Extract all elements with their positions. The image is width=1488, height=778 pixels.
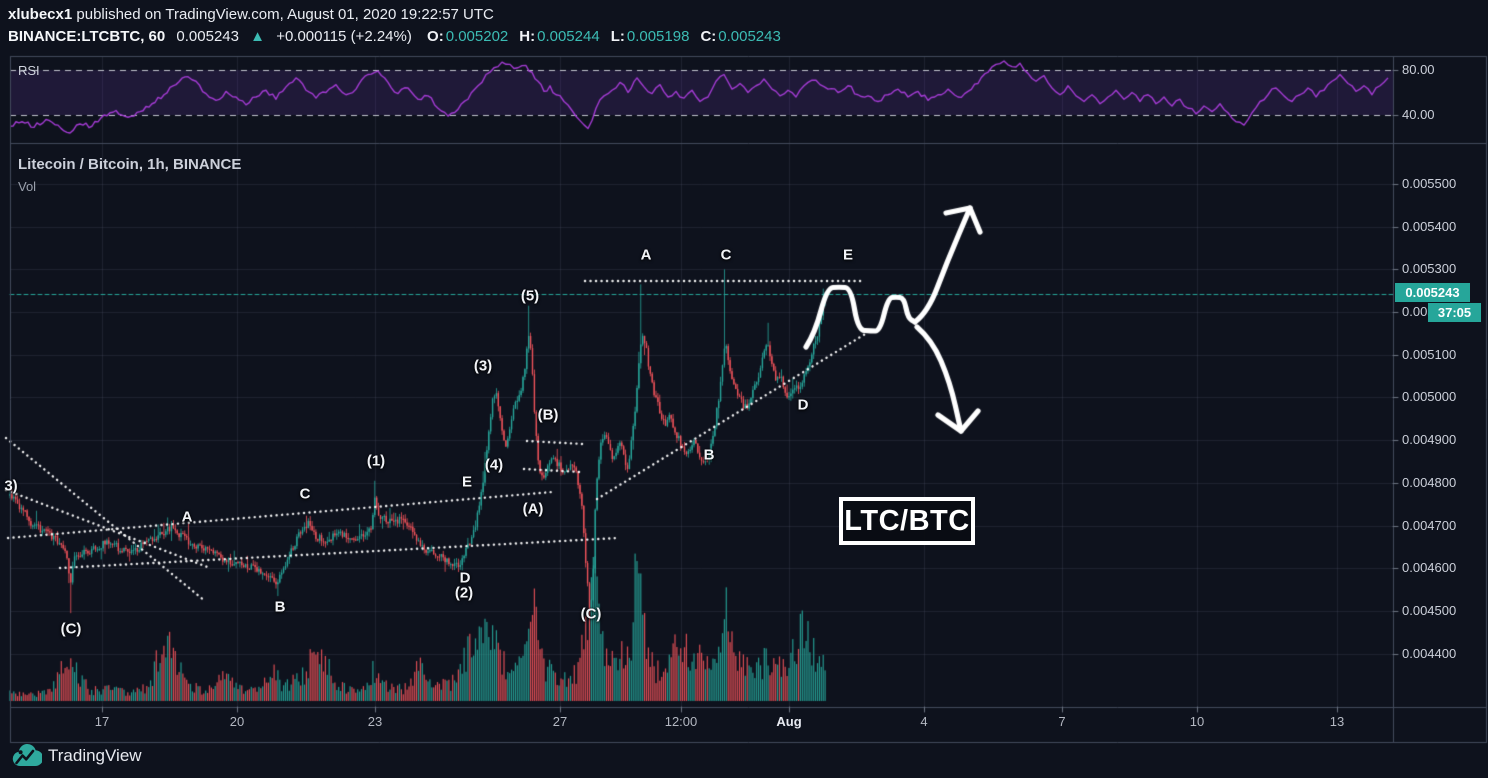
- wave-label[interactable]: (4): [484, 456, 504, 474]
- last-price: 0.005243: [176, 28, 239, 45]
- wave-label[interactable]: (2): [454, 584, 474, 602]
- rsi-axis-label: 80.00: [1402, 62, 1435, 77]
- wave-label[interactable]: C: [720, 246, 732, 264]
- symbol-watermark-box[interactable]: LTC/BTC: [839, 497, 975, 545]
- publish-info: published on TradingView.com, August 01,…: [72, 6, 494, 23]
- price-axis-label: 0.005500: [1402, 176, 1457, 191]
- ohlc-value: 0.005202: [445, 28, 509, 45]
- price-axis-label: 0.004500: [1402, 603, 1457, 618]
- current-price-label: 0.005243: [1395, 283, 1470, 302]
- wave-label[interactable]: E: [461, 473, 473, 491]
- volume-indicator-label: Vol: [18, 179, 37, 194]
- wave-label[interactable]: (5): [520, 287, 540, 305]
- price-change: +0.000115 (+2.24%): [276, 28, 412, 45]
- wave-label[interactable]: 3): [4, 477, 18, 495]
- symbol-status-line: BINANCE:LTCBTC, 60 0.005243 ▲ +0.000115 …: [8, 26, 781, 48]
- time-axis-label: 7: [1058, 714, 1066, 729]
- price-axis-label: 0.005400: [1402, 219, 1457, 234]
- wave-label[interactable]: (A): [522, 500, 544, 518]
- wave-label[interactable]: A: [640, 246, 652, 264]
- wave-label[interactable]: (3): [473, 357, 493, 375]
- ohlc-key: C:: [700, 28, 717, 45]
- ohlc-key: O:: [427, 28, 444, 45]
- price-axis-label: 0.004700: [1402, 518, 1457, 533]
- time-axis-label: 17: [94, 714, 110, 729]
- price-axis-label: 0.005000: [1402, 389, 1457, 404]
- price-axis-label: 0.004600: [1402, 560, 1457, 575]
- time-axis-label: 13: [1329, 714, 1345, 729]
- wave-label[interactable]: C: [299, 485, 311, 503]
- price-axis-label: 0.004800: [1402, 475, 1457, 490]
- ohlc-key: L:: [610, 28, 625, 45]
- symbol-title: BINANCE:LTCBTC, 60: [8, 28, 166, 45]
- publish-byline: xlubecx1 published on TradingView.com, A…: [8, 4, 781, 26]
- ohlc-key: H:: [519, 28, 536, 45]
- price-axis-label: 0.004400: [1402, 646, 1457, 661]
- time-axis-label: Aug: [776, 714, 802, 729]
- wave-label[interactable]: (C): [580, 605, 602, 623]
- time-axis-label: 10: [1189, 714, 1205, 729]
- tradingview-logo-text: TradingView: [48, 746, 142, 765]
- wave-label[interactable]: A: [181, 508, 193, 526]
- ohlc-value: 0.005243: [718, 28, 781, 45]
- tradingview-logo[interactable]: TradingView: [12, 743, 142, 769]
- wave-label[interactable]: (1): [366, 452, 386, 470]
- wave-label[interactable]: D: [459, 569, 471, 587]
- wave-label[interactable]: (C): [60, 620, 82, 638]
- price-axis-label: 0.004900: [1402, 432, 1457, 447]
- price-axis-label: 0.005100: [1402, 347, 1457, 362]
- ohlc-value: 0.005244: [537, 28, 600, 45]
- wave-label[interactable]: B: [703, 446, 715, 464]
- time-axis-label: 4: [920, 714, 928, 729]
- wave-label[interactable]: B: [274, 598, 286, 616]
- chart-header: xlubecx1 published on TradingView.com, A…: [8, 4, 781, 48]
- author-username: xlubecx1: [8, 6, 73, 23]
- time-axis-label: 27: [552, 714, 568, 729]
- rsi-axis-label: 40.00: [1402, 107, 1435, 122]
- time-axis-label: 20: [229, 714, 245, 729]
- price-axis-label: 0.005300: [1402, 261, 1457, 276]
- time-axis-label: 12:00: [664, 714, 698, 729]
- time-axis-label: 23: [367, 714, 383, 729]
- tradingview-logo-icon: [12, 744, 42, 767]
- ohlc-values: O: 0.005202 H: 0.005244 L: 0.005198 C: 0.005243: [416, 28, 781, 45]
- wave-label[interactable]: D: [797, 396, 809, 414]
- rsi-pane-label: RSI: [18, 63, 40, 78]
- up-triangle-icon: ▲: [250, 28, 266, 45]
- wave-label[interactable]: E: [842, 246, 854, 264]
- bar-countdown-label: 37:05: [1428, 303, 1481, 322]
- wave-label[interactable]: (B): [537, 406, 559, 424]
- chart-pane-title: Litecoin / Bitcoin, 1h, BINANCE: [18, 156, 242, 173]
- ohlc-value: 0.005198: [626, 28, 690, 45]
